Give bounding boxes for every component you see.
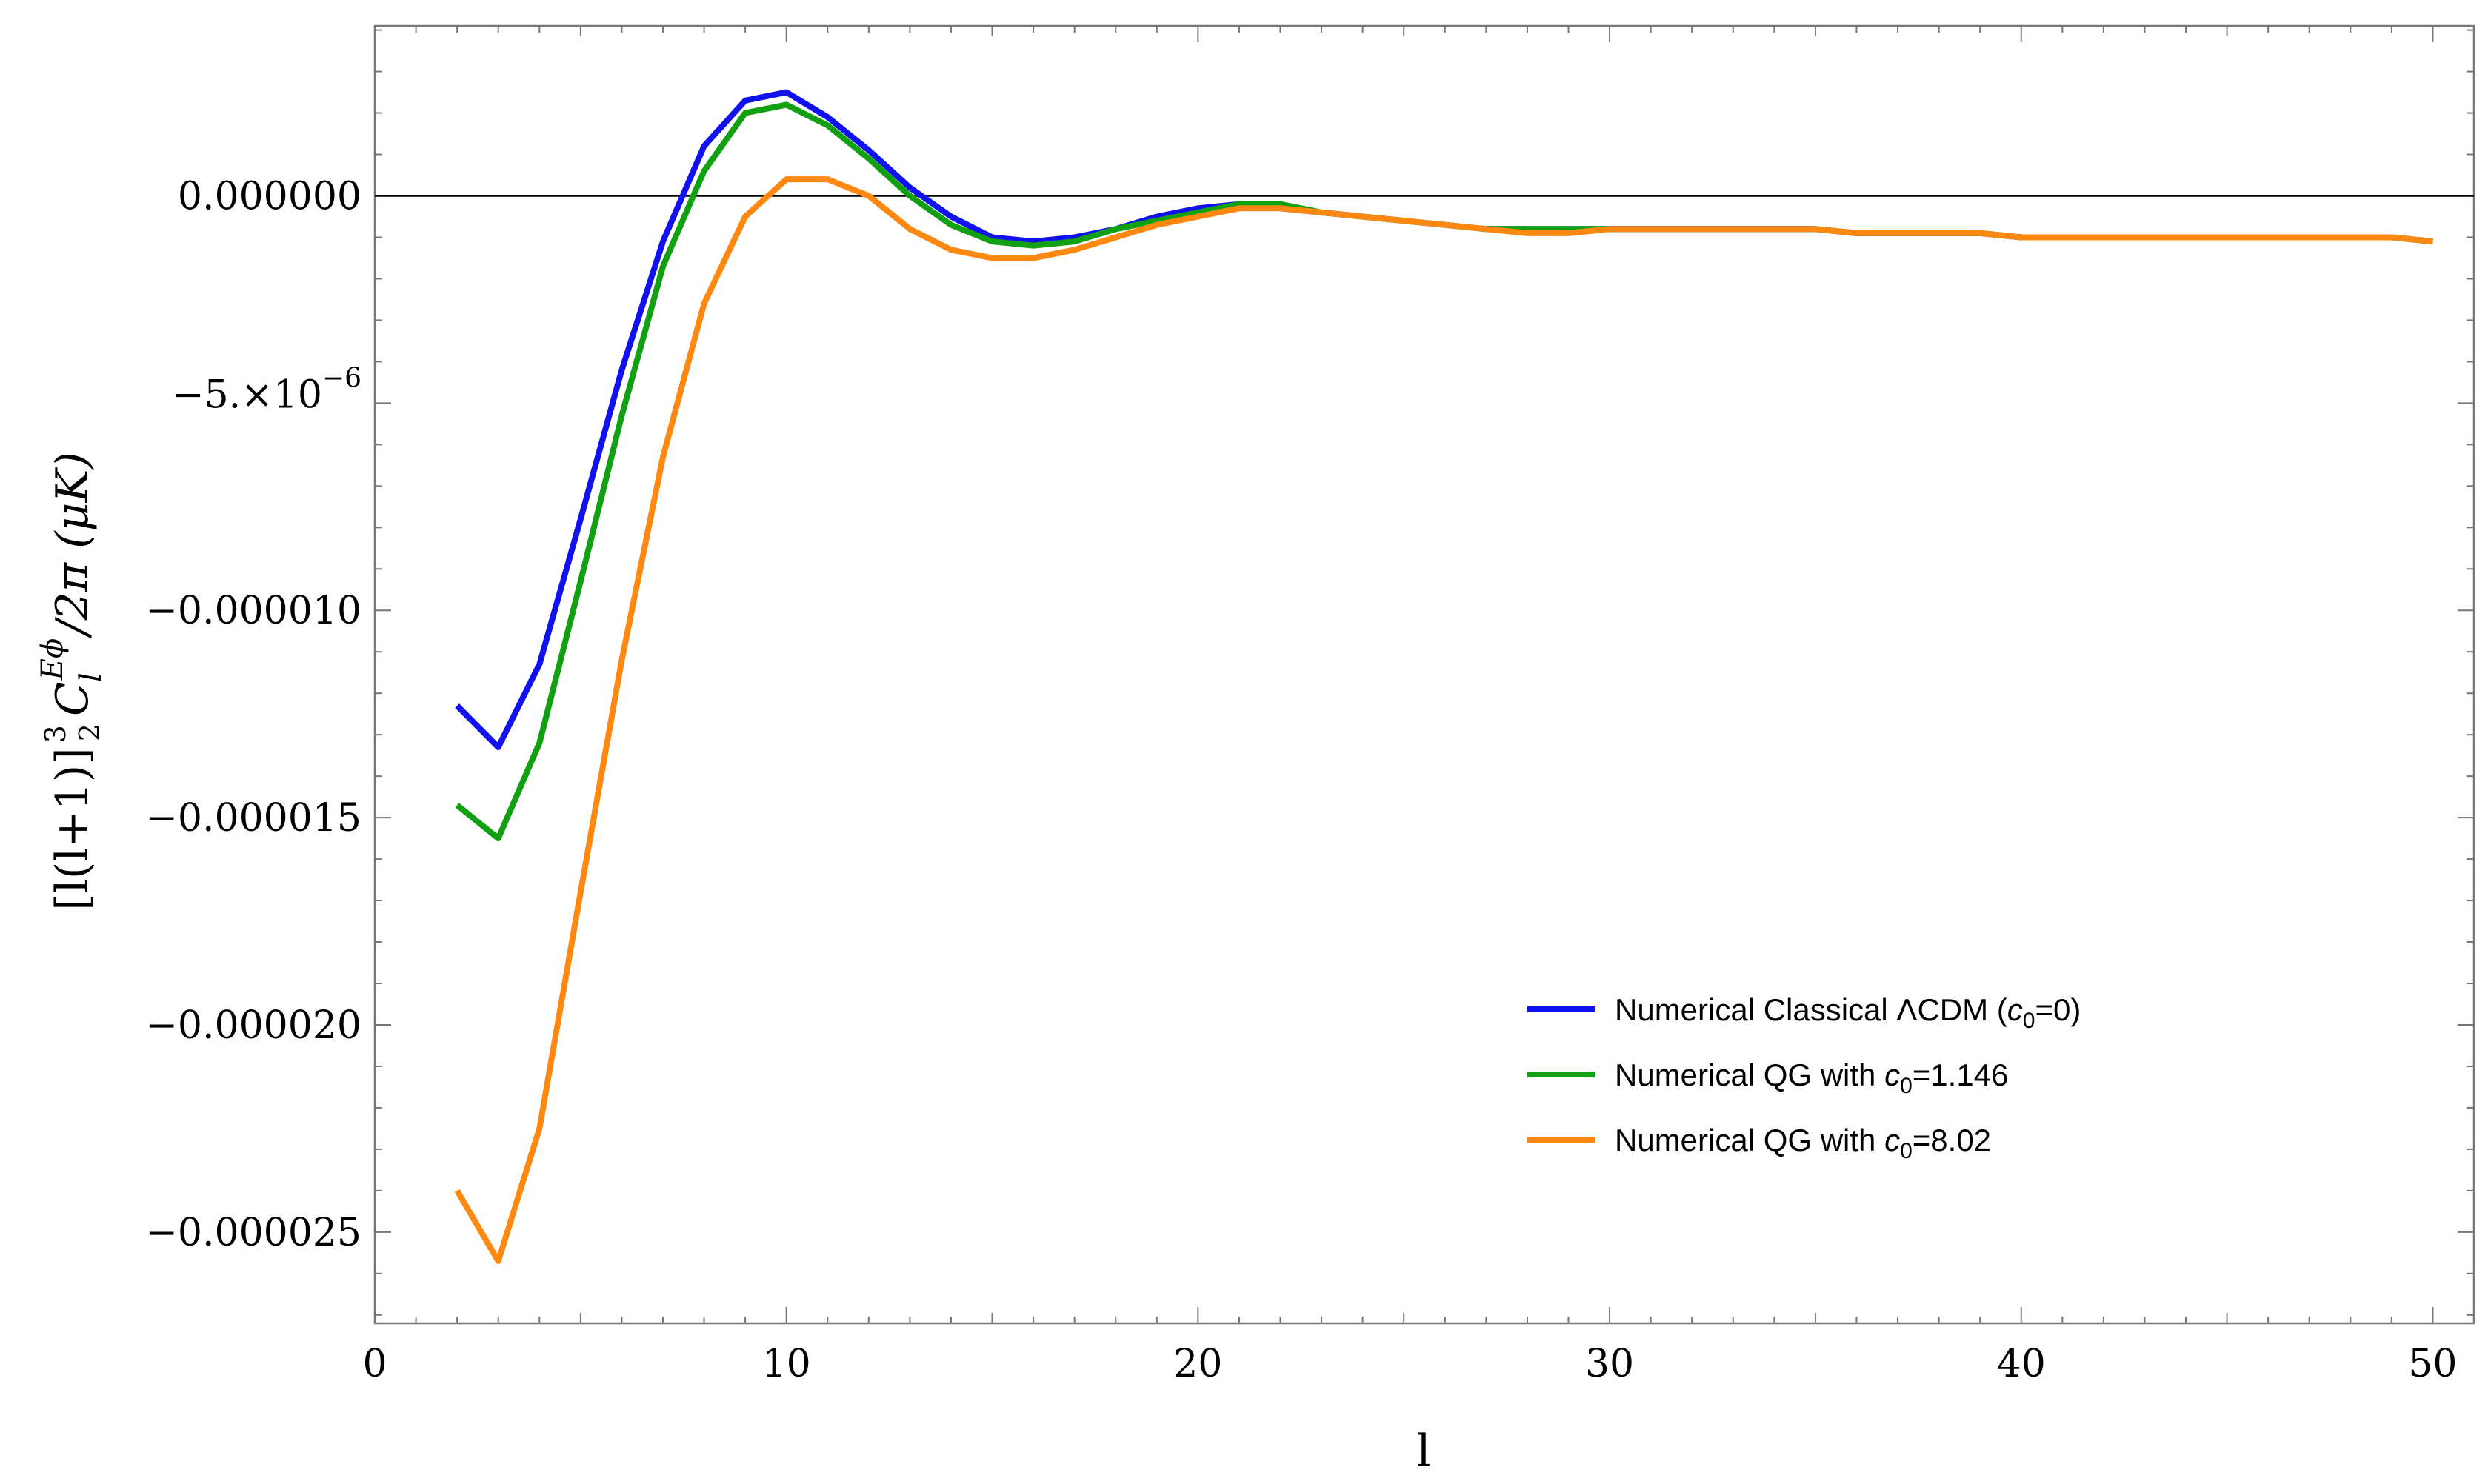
legend-label-part: Numerical Classical ΛCDM ( xyxy=(1615,992,2007,1027)
y-tick-label: 0.000000 xyxy=(178,174,361,218)
y-tick-label: −0.000010 xyxy=(145,589,361,633)
legend-label-1: Numerical Classical ΛCDM (c0=0) xyxy=(1615,992,2081,1033)
x-tick-label: 50 xyxy=(2408,1342,2457,1386)
x-tick-label: 30 xyxy=(1585,1342,1634,1386)
legend: Numerical Classical ΛCDM (c0=0)Numerical… xyxy=(1527,992,2081,1163)
y-title-rest: /2π (μK) xyxy=(47,452,99,639)
legend-label-part: c xyxy=(1884,1057,1900,1092)
y-title-c: C xyxy=(47,682,99,716)
x-tick-label: 20 xyxy=(1173,1342,1222,1386)
legend-label-part: =8.02 xyxy=(1913,1123,1991,1157)
legend-label-3: Numerical QG with c0=8.02 xyxy=(1615,1123,1991,1163)
x-tick-label: 0 xyxy=(362,1342,387,1386)
x-axis-ticks: 0 10 20 30 40 50 xyxy=(362,26,2458,1386)
legend-label-part: 0 xyxy=(2023,1009,2035,1033)
legend-label-part: Numerical QG with xyxy=(1615,1123,1884,1157)
y-axis-title: [l(l+1)] 32 Cl Eϕ/2π (μK) xyxy=(36,452,108,911)
legend-label-part: c xyxy=(1884,1123,1900,1157)
y-title-subscript: l xyxy=(74,672,108,682)
legend-label-part: =1.146 xyxy=(1913,1057,2009,1092)
legend-label-part: Numerical QG with xyxy=(1615,1057,1884,1092)
x-tick-label: 40 xyxy=(1997,1342,2046,1386)
y-axis-ticks: 0.000000 −5.×10−6 −0.000010 −0.000015 −0.000… xyxy=(145,29,2474,1316)
y-tick-label: −0.000020 xyxy=(145,1003,361,1048)
plot-frame xyxy=(373,24,2475,1325)
y-tick-label-base: −5.×10 xyxy=(172,372,322,417)
legend-label-part: 0 xyxy=(1900,1139,1913,1163)
y-tick-label: −5.×10−6 xyxy=(172,363,361,417)
y-title-bracket: [l(l+1)] xyxy=(47,747,99,910)
legend-label-2: Numerical QG with c0=1.146 xyxy=(1615,1057,2008,1098)
series-line-3 xyxy=(454,176,2433,1264)
series-lines xyxy=(454,89,2433,1264)
y-title-exponent-denominator: 2 xyxy=(73,723,106,741)
x-axis-title: l xyxy=(1416,1425,1430,1477)
x-tick-label: 10 xyxy=(762,1342,811,1386)
plot-frame-border xyxy=(373,24,2475,1325)
legend-label-part: c xyxy=(2007,992,2023,1027)
y-title-exponent-numerator: 3 xyxy=(39,725,72,743)
y-axis-title-text: [l(l+1)] 32 Cl Eϕ/2π (μK) xyxy=(36,452,108,911)
legend-label-part: 0 xyxy=(1900,1074,1913,1098)
y-title-superscript: Eϕ xyxy=(36,638,70,681)
y-tick-label-exponent: −6 xyxy=(322,363,361,393)
y-tick-label: −0.000015 xyxy=(145,796,361,840)
legend-label-part: =0) xyxy=(2035,992,2081,1027)
y-tick-label: −0.000025 xyxy=(145,1211,361,1255)
